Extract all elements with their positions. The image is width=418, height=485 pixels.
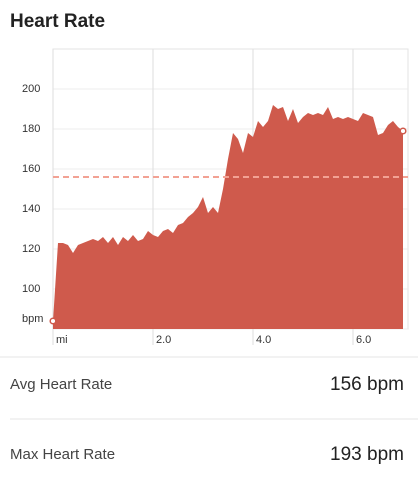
y-tick-label: 160: [22, 163, 40, 175]
stat-label: Avg Heart Rate: [10, 376, 112, 393]
hr-area: [53, 105, 403, 329]
x-tick-label: mi: [56, 334, 68, 346]
y-tick-label: 120: [22, 243, 40, 255]
x-tick-label: 6.0: [356, 334, 371, 346]
y-tick-label: bpm: [22, 313, 43, 325]
x-tick-label: 4.0: [256, 334, 271, 346]
y-tick-label: 180: [22, 123, 40, 135]
stat-value: 193 bpm: [330, 444, 404, 465]
title: Heart Rate: [10, 11, 105, 32]
end-point: [399, 127, 407, 135]
x-tick-label: 2.0: [156, 334, 171, 346]
y-tick-label: 140: [22, 203, 40, 215]
y-tick-label: 100: [22, 283, 40, 295]
end-point: [49, 317, 57, 325]
stat-value: 156 bpm: [330, 374, 404, 395]
stat-label: Max Heart Rate: [10, 446, 115, 463]
y-tick-label: 200: [22, 83, 40, 95]
